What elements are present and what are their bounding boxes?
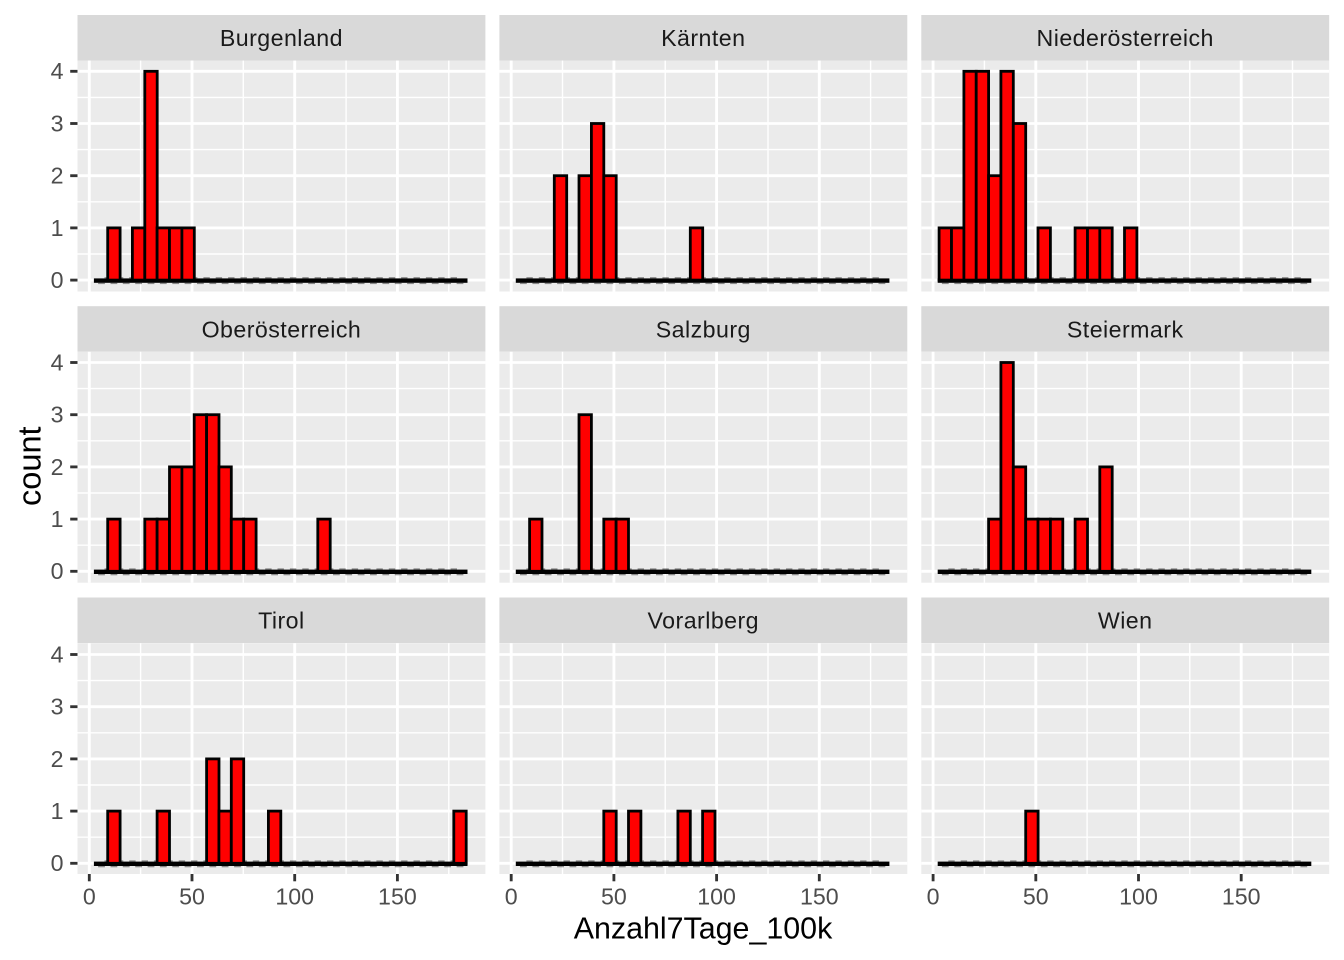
svg-text:0: 0: [51, 850, 64, 876]
svg-text:4: 4: [51, 641, 64, 667]
svg-text:4: 4: [51, 58, 64, 84]
svg-text:3: 3: [51, 402, 64, 428]
svg-text:150: 150: [378, 884, 417, 910]
svg-text:Steiermark: Steiermark: [1067, 316, 1184, 342]
svg-text:count: count: [12, 426, 48, 506]
svg-text:50: 50: [601, 884, 627, 910]
svg-text:Tirol: Tirol: [258, 608, 304, 634]
svg-text:0: 0: [927, 884, 940, 910]
svg-text:Wien: Wien: [1098, 608, 1153, 634]
svg-text:Anzahl7Tage_100k: Anzahl7Tage_100k: [574, 912, 833, 946]
svg-text:100: 100: [1119, 884, 1158, 910]
svg-text:0: 0: [51, 558, 64, 584]
svg-text:0: 0: [83, 884, 96, 910]
svg-text:3: 3: [51, 110, 64, 136]
svg-text:100: 100: [275, 884, 314, 910]
svg-text:Oberösterreich: Oberösterreich: [202, 316, 362, 342]
svg-text:Niederösterreich: Niederösterreich: [1037, 25, 1214, 51]
svg-text:2: 2: [51, 746, 64, 772]
svg-text:100: 100: [697, 884, 736, 910]
svg-text:0: 0: [505, 884, 518, 910]
svg-text:Vorarlberg: Vorarlberg: [648, 608, 759, 634]
svg-text:2: 2: [51, 163, 64, 189]
svg-text:0: 0: [51, 267, 64, 293]
svg-text:1: 1: [51, 215, 64, 241]
svg-text:3: 3: [51, 694, 64, 720]
svg-text:1: 1: [51, 506, 64, 532]
svg-text:50: 50: [1023, 884, 1049, 910]
svg-text:50: 50: [179, 884, 205, 910]
svg-text:2: 2: [51, 454, 64, 480]
svg-text:Kärnten: Kärnten: [661, 25, 745, 51]
svg-text:Burgenland: Burgenland: [220, 25, 343, 51]
svg-text:4: 4: [51, 349, 64, 375]
svg-text:150: 150: [800, 884, 839, 910]
svg-text:1: 1: [51, 798, 64, 824]
svg-text:Salzburg: Salzburg: [656, 316, 751, 342]
svg-text:150: 150: [1222, 884, 1261, 910]
